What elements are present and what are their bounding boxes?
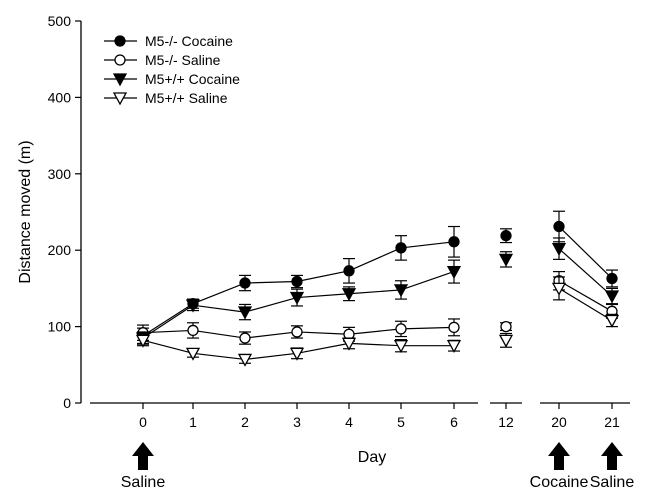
x-tick-label: 3 — [293, 414, 301, 430]
data-point — [446, 265, 462, 279]
legend-marker — [114, 35, 126, 47]
plot-area — [135, 210, 620, 367]
legend-marker — [114, 54, 126, 66]
y-tick-label: 500 — [48, 13, 72, 29]
data-point — [500, 230, 512, 242]
x-tick-label: 1 — [189, 414, 197, 430]
arrow-annotation: Saline — [590, 442, 635, 491]
legend-label: M5+/+ Saline — [145, 90, 228, 106]
series-line — [558, 280, 613, 312]
x-tick-label: 2 — [241, 414, 249, 430]
data-point — [498, 253, 514, 267]
annotation-label: Saline — [121, 474, 166, 491]
y-tick-label: 200 — [48, 242, 72, 258]
x-tick-label: 12 — [498, 414, 514, 430]
legend-entry: M5-/- Cocaine — [104, 33, 233, 49]
annotation-label: Cocaine — [530, 474, 589, 491]
y-axis-label: Distance moved (m) — [17, 140, 34, 283]
data-point — [604, 290, 620, 304]
x-tick-label: 21 — [604, 414, 620, 430]
up-arrow-icon — [601, 442, 623, 470]
legend-label: M5+/+ Cocaine — [145, 71, 240, 87]
data-point — [448, 236, 460, 248]
data-point — [135, 334, 151, 348]
up-arrow-icon — [548, 442, 570, 470]
data-point — [395, 242, 407, 254]
y-tick-label: 0 — [63, 395, 71, 411]
data-point — [343, 265, 355, 277]
legend-label: M5-/- Cocaine — [145, 33, 233, 49]
arrow-annotation: Saline — [121, 442, 166, 491]
y-tick-label: 100 — [48, 319, 72, 335]
data-point — [237, 306, 253, 320]
data-point — [237, 353, 253, 367]
legend-entry: M5+/+ Saline — [104, 90, 228, 106]
legend-entry: M5-/- Saline — [104, 52, 221, 68]
arrow-annotation: Cocaine — [530, 442, 589, 491]
legend-entry: M5+/+ Cocaine — [104, 71, 240, 87]
legend: M5-/- Cocaine M5-/- Saline M5+/+ Cocaine M5… — [104, 33, 240, 106]
data-point — [341, 337, 357, 351]
data-point — [395, 323, 407, 335]
data-point — [606, 272, 618, 285]
series-3 — [135, 237, 620, 346]
x-tick-label: 0 — [139, 414, 147, 430]
data-point — [551, 282, 567, 296]
data-point — [185, 347, 201, 361]
x-tick-label: 20 — [551, 414, 567, 430]
legend-label: M5-/- Saline — [145, 52, 221, 68]
series-line — [558, 248, 613, 297]
x-tick-label: 6 — [450, 414, 458, 430]
legend-marker — [112, 92, 128, 106]
data-point — [604, 314, 620, 328]
data-point — [393, 284, 409, 298]
series-line — [558, 226, 613, 279]
data-point — [187, 324, 199, 337]
data-point — [291, 326, 303, 338]
x-axis-label: Day — [358, 449, 386, 466]
data-point — [289, 291, 305, 305]
annotation-label: Saline — [590, 474, 635, 491]
treatment-annotations: Saline Cocaine Saline — [121, 442, 635, 491]
data-point — [553, 220, 565, 233]
data-point — [393, 340, 409, 354]
data-point — [239, 332, 251, 344]
legend-marker — [112, 73, 128, 87]
data-point — [341, 288, 357, 302]
x-tick-label: 5 — [397, 414, 405, 430]
x-tick-label: 4 — [345, 414, 353, 430]
y-tick-label: 400 — [48, 89, 72, 105]
series-1 — [137, 210, 618, 345]
data-point — [448, 321, 460, 334]
data-point — [289, 347, 305, 361]
up-arrow-icon — [132, 442, 154, 470]
y-tick-label: 300 — [48, 166, 72, 182]
series-4 — [135, 276, 620, 367]
data-point — [446, 340, 462, 354]
data-point — [291, 275, 303, 288]
data-point — [498, 334, 514, 348]
data-point — [500, 320, 512, 333]
series-line — [558, 287, 613, 322]
data-point — [239, 277, 251, 289]
data-point — [551, 243, 567, 257]
data-point — [185, 299, 201, 313]
